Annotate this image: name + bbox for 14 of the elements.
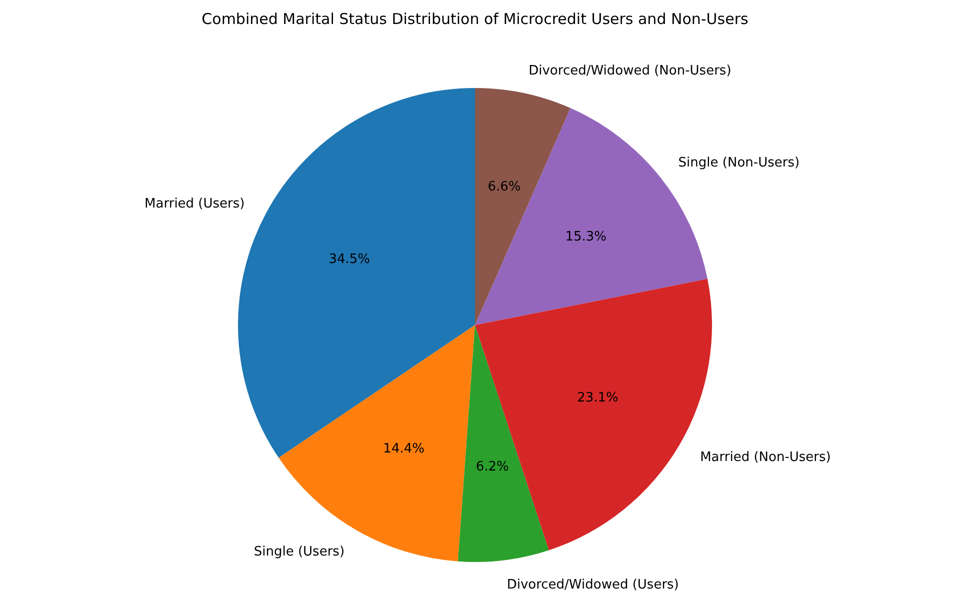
data-label: 34.5% <box>328 252 370 267</box>
data-label: 6.2% <box>476 460 509 475</box>
slice-label: Single (Non-Users) <box>678 155 800 170</box>
slice-label: Divorced/Widowed (Non-Users) <box>528 63 732 78</box>
data-label: 15.3% <box>565 230 607 245</box>
slice-label: Single (Users) <box>254 544 345 560</box>
chart-title: Combined Marital Status Distribution of Microcredit Users and Non-Users <box>202 10 748 28</box>
data-label: 14.4% <box>383 442 424 457</box>
slice-label: Married (Non-Users) <box>700 450 831 466</box>
slice-label: Married (Users) <box>144 196 245 212</box>
data-label: 23.1% <box>577 390 618 406</box>
slice-label: Divorced/Widowed (Users) <box>506 577 679 592</box>
pie-slice <box>458 325 549 562</box>
data-label: 6.6% <box>488 179 521 194</box>
